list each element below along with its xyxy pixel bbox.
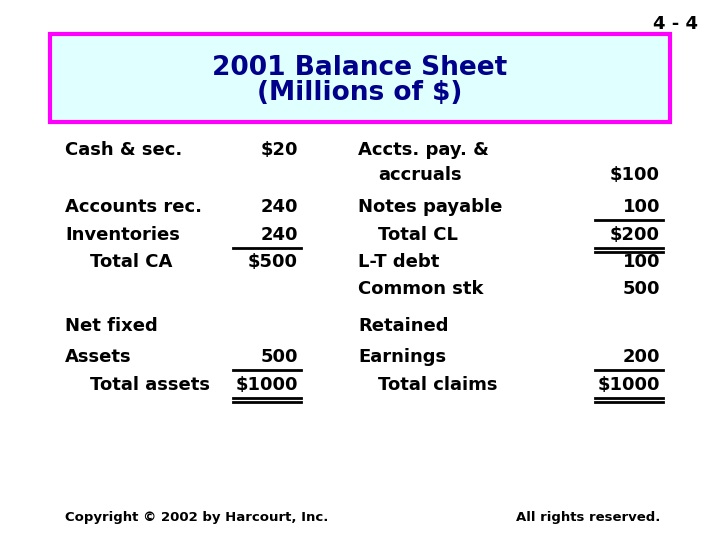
Text: $1000: $1000 [235, 376, 298, 394]
Text: Total claims: Total claims [378, 376, 498, 394]
Text: 200: 200 [623, 348, 660, 366]
Text: $20: $20 [261, 141, 298, 159]
Text: $100: $100 [610, 166, 660, 184]
Text: Assets: Assets [65, 348, 132, 366]
Text: Net fixed: Net fixed [65, 317, 158, 335]
Text: (Millions of $): (Millions of $) [257, 80, 463, 106]
Text: Accounts rec.: Accounts rec. [65, 198, 202, 216]
Text: Total CL: Total CL [378, 226, 458, 244]
Text: Notes payable: Notes payable [358, 198, 503, 216]
Text: L-T debt: L-T debt [358, 253, 439, 271]
Text: $1000: $1000 [598, 376, 660, 394]
Text: Earnings: Earnings [358, 348, 446, 366]
Text: 4 - 4: 4 - 4 [653, 15, 698, 33]
Text: Total assets: Total assets [90, 376, 210, 394]
Text: 500: 500 [261, 348, 298, 366]
Text: Cash & sec.: Cash & sec. [65, 141, 182, 159]
Text: All rights reserved.: All rights reserved. [516, 511, 660, 524]
Text: accruals: accruals [378, 166, 462, 184]
Text: 240: 240 [261, 198, 298, 216]
Text: 100: 100 [623, 253, 660, 271]
Text: 240: 240 [261, 226, 298, 244]
FancyBboxPatch shape [50, 34, 670, 122]
Text: Accts. pay. &: Accts. pay. & [358, 141, 489, 159]
Text: 2001 Balance Sheet: 2001 Balance Sheet [212, 55, 508, 81]
Text: 100: 100 [623, 198, 660, 216]
Text: Common stk: Common stk [358, 280, 484, 298]
Text: Total CA: Total CA [90, 253, 172, 271]
Text: $200: $200 [610, 226, 660, 244]
Text: Inventories: Inventories [65, 226, 180, 244]
Text: Copyright © 2002 by Harcourt, Inc.: Copyright © 2002 by Harcourt, Inc. [65, 511, 328, 524]
Text: 500: 500 [623, 280, 660, 298]
Text: $500: $500 [248, 253, 298, 271]
Text: Retained: Retained [358, 317, 449, 335]
